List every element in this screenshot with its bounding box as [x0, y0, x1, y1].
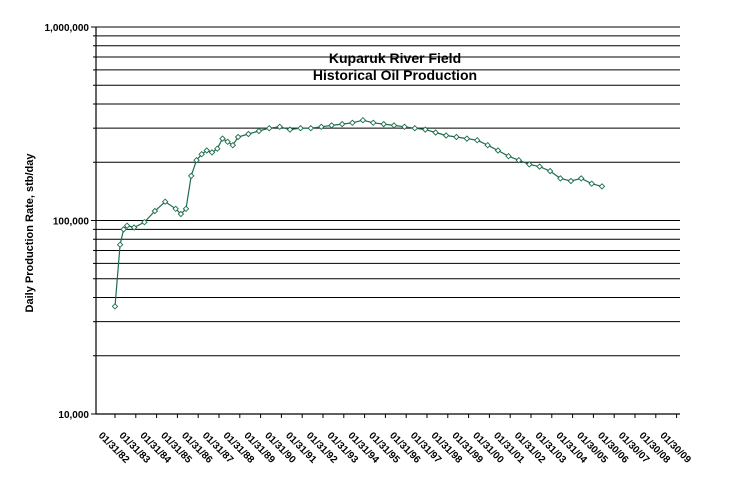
data-point	[453, 133, 460, 141]
data-point	[349, 119, 356, 127]
data-point	[369, 119, 377, 127]
data-point	[111, 303, 119, 310]
data-point	[116, 241, 124, 248]
data-point	[219, 135, 226, 142]
data-point	[234, 133, 242, 141]
data-point	[473, 136, 481, 144]
y-tick-label: 100,000	[53, 217, 90, 228]
data-point	[328, 122, 335, 129]
data-point	[187, 172, 195, 180]
data-point	[182, 205, 190, 213]
y-tick-label: 10,000	[58, 410, 89, 421]
data-point	[401, 123, 408, 131]
data-point	[338, 120, 346, 128]
data-point	[141, 218, 148, 226]
data-point	[120, 226, 127, 233]
data-point	[536, 163, 543, 170]
data-point	[442, 132, 450, 139]
data-point	[484, 141, 491, 149]
data-point	[505, 152, 512, 160]
data-point	[380, 120, 387, 128]
data-point	[307, 124, 315, 132]
data-point	[567, 177, 575, 185]
data-point	[208, 149, 216, 156]
data-point	[245, 130, 252, 138]
grid-lines	[96, 26, 680, 357]
data-point	[276, 123, 283, 131]
data-point	[172, 205, 179, 213]
data-point	[390, 122, 398, 129]
series-production	[111, 116, 606, 310]
data-point	[318, 123, 325, 131]
data-point	[422, 126, 429, 133]
axes	[91, 26, 680, 418]
data-point	[177, 210, 185, 218]
data-point	[214, 145, 221, 152]
data-point	[224, 138, 231, 146]
data-point	[411, 124, 419, 132]
y-tick-labels: 10,000 100,000 1,000,000	[45, 23, 90, 421]
data-point	[494, 147, 502, 154]
chart-title-line-2: Historical Oil Production	[313, 67, 477, 83]
data-point	[203, 147, 211, 154]
data-point	[265, 124, 273, 132]
data-point	[577, 175, 585, 182]
data-point	[193, 156, 200, 164]
y-tick-label: 1,000,000	[45, 23, 90, 34]
chart-title-line-1: Kuparuk River Field	[329, 50, 461, 66]
data-point	[515, 156, 523, 164]
data-point	[432, 129, 439, 136]
data-point	[286, 126, 294, 133]
data-point	[546, 167, 554, 175]
data-point	[297, 124, 304, 132]
data-point	[151, 207, 159, 215]
data-point	[598, 183, 606, 190]
x-tick-labels: 01/31/8201/31/8301/31/8401/31/8501/31/86…	[96, 430, 693, 466]
data-point	[463, 135, 471, 142]
data-point	[130, 224, 138, 231]
data-point	[557, 175, 564, 182]
data-point	[198, 150, 205, 158]
data-point	[359, 116, 367, 124]
y-axis-label: Daily Production Rate, stb/day	[24, 153, 36, 313]
data-point	[588, 180, 595, 187]
data-point	[526, 161, 533, 168]
data-point	[255, 127, 263, 135]
data-point	[161, 198, 169, 205]
data-point	[123, 222, 131, 229]
data-point	[229, 141, 237, 149]
